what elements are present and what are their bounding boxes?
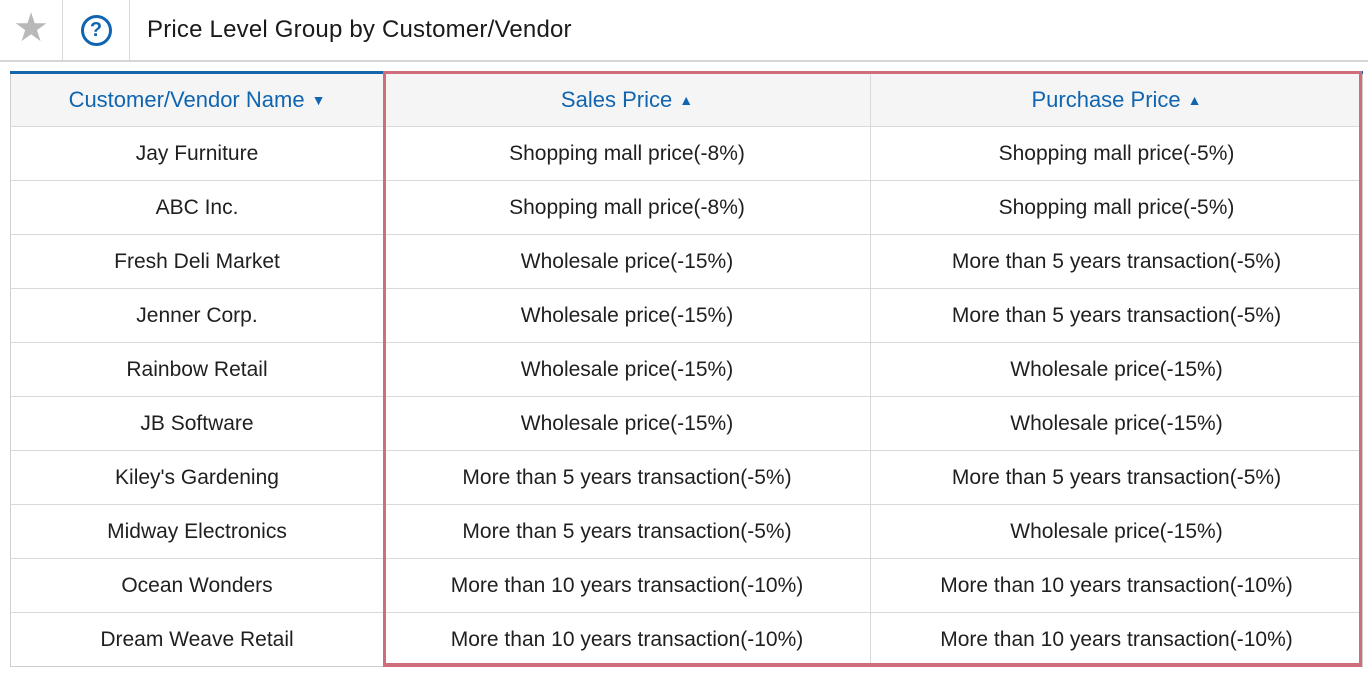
purchase-price-cell[interactable]: Wholesale price(-15%) [870,396,1363,451]
table-row[interactable]: Kiley's Gardening More than 5 years tran… [10,450,1363,505]
sales-price-cell[interactable]: Wholesale price(-15%) [383,288,871,343]
purchase-price-cell[interactable]: More than 5 years transaction(-5%) [870,234,1363,289]
sales-price-cell[interactable]: Shopping mall price(-8%) [383,126,871,181]
customer-vendor-name-cell[interactable]: Kiley's Gardening [10,450,384,505]
column-header-label: Sales Price [560,87,673,112]
question-mark-icon: ? [80,14,112,46]
table-row[interactable]: ABC Inc. Shopping mall price(-8%) Shoppi… [10,180,1363,235]
sales-price-cell[interactable]: Wholesale price(-15%) [383,396,871,451]
column-header-label: Purchase Price [1031,87,1181,112]
customer-vendor-name-cell[interactable]: ABC Inc. [10,180,384,235]
customer-vendor-name-cell[interactable]: Rainbow Retail [10,342,384,397]
sales-price-cell[interactable]: Wholesale price(-15%) [383,234,871,289]
table-row[interactable]: Fresh Deli Market Wholesale price(-15%) … [10,234,1363,289]
column-header-sales-price[interactable]: Sales Price ▲ [383,72,871,127]
column-header-purchase-price[interactable]: Purchase Price ▲ [870,72,1363,127]
sales-price-cell[interactable]: More than 5 years transaction(-5%) [383,450,871,505]
purchase-price-cell[interactable]: More than 10 years transaction(-10%) [870,558,1363,613]
table-row[interactable]: Midway Electronics More than 5 years tra… [10,504,1363,559]
price-level-table: Customer/Vendor Name ▼ Sales Price ▲ Purch… [10,71,1363,667]
customer-vendor-name-cell[interactable]: Jenner Corp. [10,288,384,343]
purchase-price-cell[interactable]: Shopping mall price(-5%) [870,180,1363,235]
header-row: Customer/Vendor Name ▼ Sales Price ▲ Purch… [10,72,1363,127]
purchase-price-cell[interactable]: Wholesale price(-15%) [870,504,1363,559]
sort-descending-icon: ▼ [311,92,326,108]
sales-price-cell[interactable]: Shopping mall price(-8%) [383,180,871,235]
purchase-price-cell[interactable]: More than 5 years transaction(-5%) [870,288,1363,343]
table-row[interactable]: Jenner Corp. Wholesale price(-15%) More … [10,288,1363,343]
star-icon: ★ [13,6,49,50]
table-row[interactable]: Jay Furniture Shopping mall price(-8%) S… [10,126,1363,181]
purchase-price-cell[interactable]: More than 10 years transaction(-10%) [870,612,1363,667]
sales-price-cell[interactable]: More than 10 years transaction(-10%) [383,612,871,667]
sales-price-cell[interactable]: More than 10 years transaction(-10%) [383,558,871,613]
column-header-customer-vendor-name[interactable]: Customer/Vendor Name ▼ [10,72,384,127]
column-header-label: Customer/Vendor Name [68,87,305,112]
sales-price-cell[interactable]: More than 5 years transaction(-5%) [383,504,871,559]
customer-vendor-name-cell[interactable]: JB Software [10,396,384,451]
top-bar: ★ ? Price Level Group by Customer/Vendor [0,0,1368,62]
table-row[interactable]: Rainbow Retail Wholesale price(-15%) Who… [10,342,1363,397]
customer-vendor-name-cell[interactable]: Jay Furniture [10,126,384,181]
table-row[interactable]: Dream Weave Retail More than 10 years tr… [10,612,1363,667]
sort-ascending-icon: ▲ [1187,92,1202,108]
help-button[interactable]: ? [63,0,130,60]
sales-price-cell[interactable]: Wholesale price(-15%) [383,342,871,397]
customer-vendor-name-cell[interactable]: Ocean Wonders [10,558,384,613]
page-title: Price Level Group by Customer/Vendor [147,16,572,43]
table-row[interactable]: JB Software Wholesale price(-15%) Wholes… [10,396,1363,451]
sort-ascending-icon: ▲ [679,92,694,108]
purchase-price-cell[interactable]: Shopping mall price(-5%) [870,126,1363,181]
customer-vendor-name-cell[interactable]: Dream Weave Retail [10,612,384,667]
customer-vendor-name-cell[interactable]: Fresh Deli Market [10,234,384,289]
purchase-price-cell[interactable]: More than 5 years transaction(-5%) [870,450,1363,505]
favorite-button[interactable]: ★ [0,0,63,60]
customer-vendor-name-cell[interactable]: Midway Electronics [10,504,384,559]
table-row[interactable]: Ocean Wonders More than 10 years transac… [10,558,1363,613]
purchase-price-cell[interactable]: Wholesale price(-15%) [870,342,1363,397]
price-level-table-container: Customer/Vendor Name ▼ Sales Price ▲ Purch… [10,71,1363,667]
